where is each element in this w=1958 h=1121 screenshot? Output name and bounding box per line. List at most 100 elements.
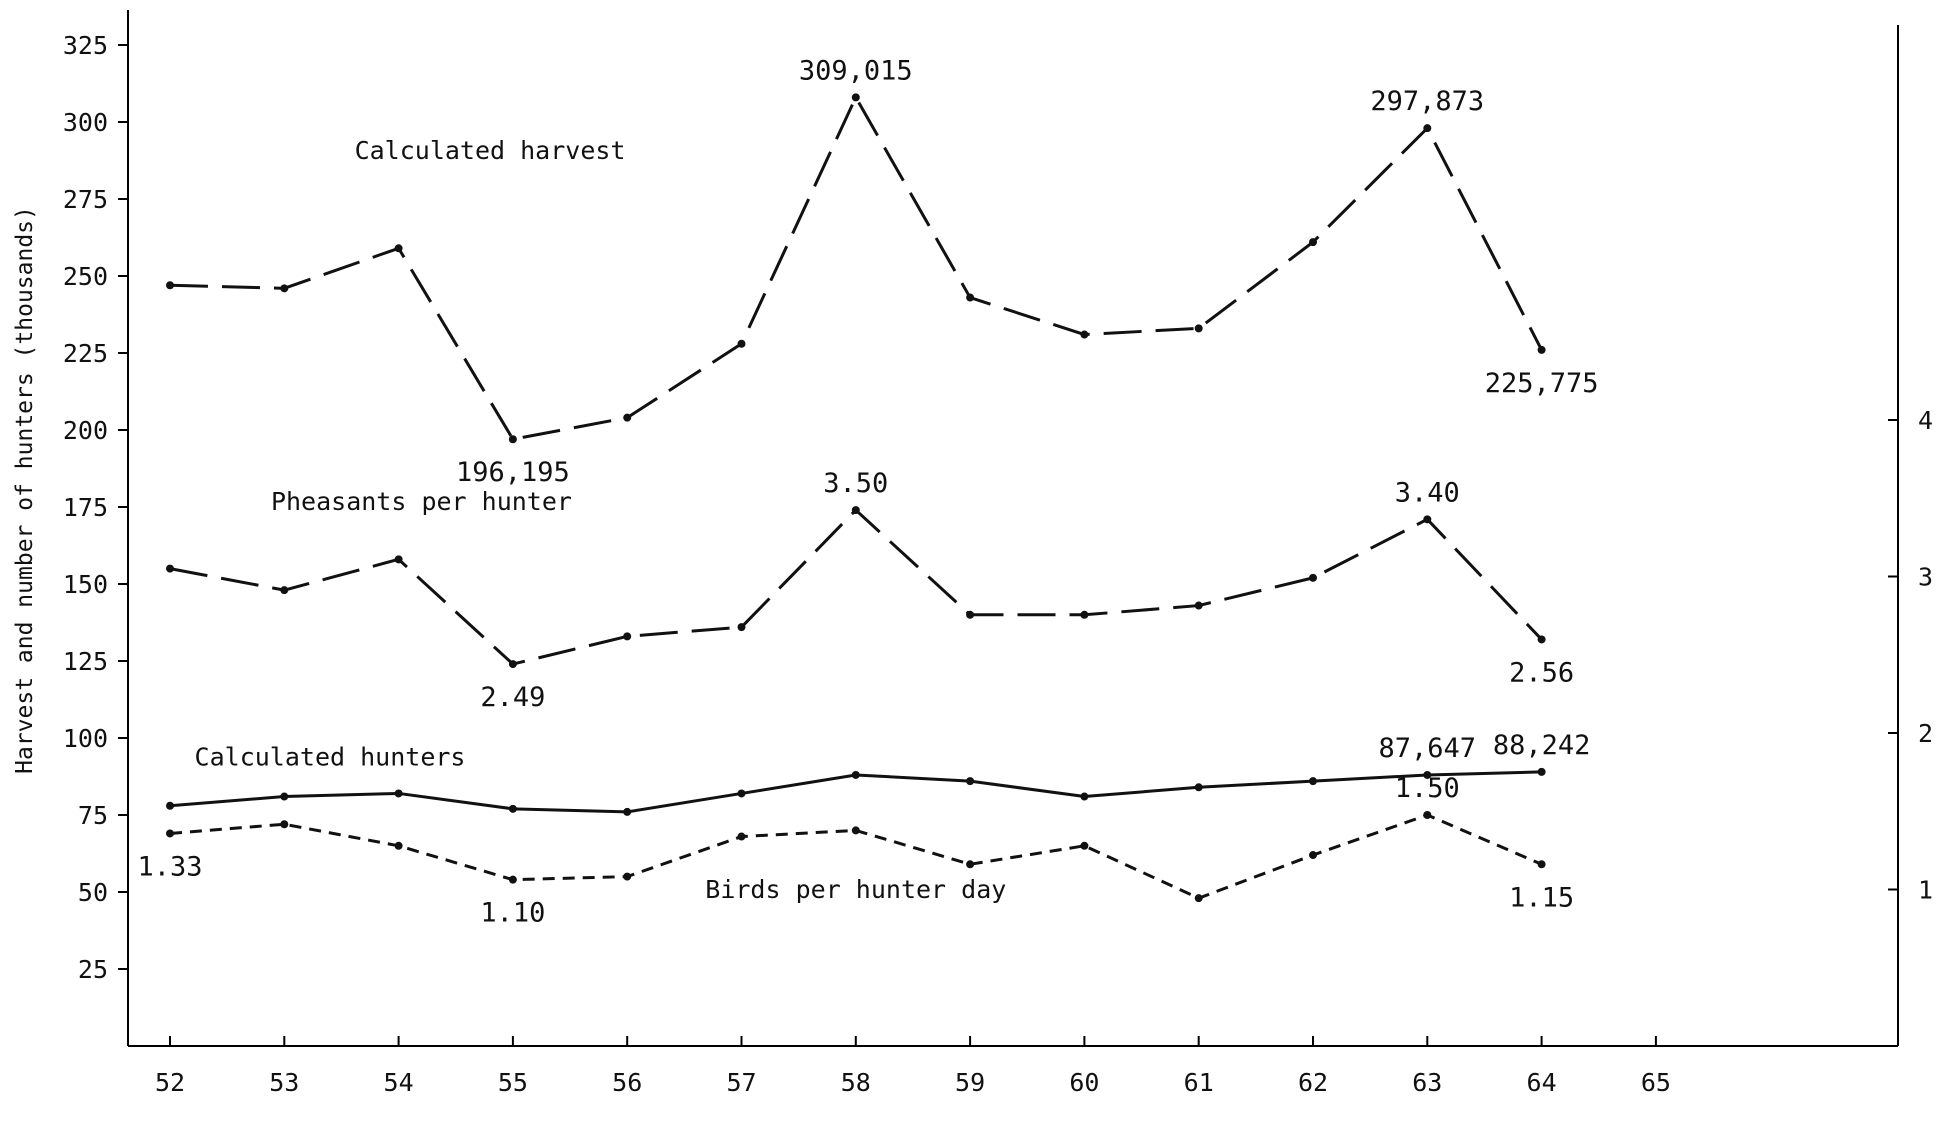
y-axis-title: Harvest and number of hunters (thousands… [12, 206, 38, 774]
data-point [394, 244, 403, 253]
data-point [1194, 783, 1203, 792]
data-point [1537, 860, 1546, 869]
data-point [1537, 767, 1546, 776]
series-name-label: Birds per hunter day [705, 875, 1006, 904]
y-tick-label: 275 [63, 185, 108, 214]
data-point [1194, 601, 1203, 610]
y-right-tick-label: 3 [1918, 563, 1933, 592]
x-tick-label: 54 [384, 1068, 414, 1097]
data-point [1537, 345, 1546, 354]
y-tick-label: 200 [63, 416, 108, 445]
data-point [623, 632, 632, 641]
data-point [737, 832, 746, 841]
y-tick-label: 175 [63, 493, 108, 522]
x-tick-label: 58 [841, 1068, 871, 1097]
y-tick-label: 75 [78, 801, 108, 830]
x-tick-label: 62 [1298, 1068, 1328, 1097]
annotations: Calculated harvest Pheasants per hunter Ca… [137, 55, 1598, 928]
y-tick-label: 100 [63, 724, 108, 753]
data-label: 2.56 [1509, 657, 1574, 688]
data-point [280, 284, 289, 293]
data-point [280, 792, 289, 801]
data-point [508, 804, 517, 813]
data-point [1194, 324, 1203, 333]
data-point [1309, 777, 1317, 786]
data-point [166, 829, 174, 838]
y-tick-label: 300 [63, 108, 108, 137]
y-tick-label: 25 [78, 955, 108, 984]
data-point [623, 807, 632, 816]
data-label: 1.50 [1395, 773, 1460, 804]
y-tick-label: 225 [63, 339, 108, 368]
data-points [166, 93, 1546, 903]
data-point [1423, 811, 1432, 819]
data-point [966, 860, 975, 869]
data-point [966, 777, 975, 786]
x-tick-label: 61 [1184, 1068, 1214, 1097]
data-point [508, 660, 517, 669]
x-tick-label: 60 [1069, 1068, 1099, 1097]
y-tick-label: 325 [63, 31, 108, 60]
data-point [166, 281, 174, 290]
data-point [1423, 124, 1432, 133]
x-tick-label: 57 [726, 1068, 756, 1097]
data-point [1080, 792, 1089, 801]
data-point [166, 801, 174, 810]
data-point [1423, 770, 1432, 779]
data-point [280, 820, 289, 829]
data-point [394, 841, 403, 850]
data-label: 309,015 [799, 55, 913, 86]
data-point [1194, 894, 1203, 903]
x-tick-label: 52 [155, 1068, 185, 1097]
data-point [280, 586, 289, 595]
data-label: 88,242 [1493, 730, 1591, 761]
y-tick-label: 50 [78, 878, 108, 907]
data-point [508, 875, 517, 884]
data-point [1080, 841, 1089, 850]
data-point [851, 770, 860, 779]
data-point [623, 872, 632, 881]
data-point [966, 293, 975, 302]
data-point [1423, 515, 1432, 524]
data-point [966, 610, 975, 619]
data-point [394, 555, 403, 564]
data-point [166, 564, 174, 573]
data-point [737, 789, 746, 798]
data-label: 1.10 [480, 898, 545, 929]
data-label: 1.33 [137, 851, 202, 882]
x-tick-label: 59 [955, 1068, 985, 1097]
y-tick-label: 250 [63, 262, 108, 291]
data-label: 1.15 [1509, 882, 1574, 913]
x-tick-label: 55 [498, 1068, 528, 1097]
data-point [1537, 635, 1546, 644]
data-point [851, 826, 860, 835]
x-tick-label: 64 [1527, 1068, 1557, 1097]
x-tick-label: 56 [612, 1068, 642, 1097]
data-point [851, 93, 860, 102]
data-point [1309, 851, 1317, 860]
data-label: 297,873 [1370, 86, 1484, 117]
series-name-label: Calculated hunters [195, 743, 466, 772]
data-point [1309, 573, 1317, 582]
data-point [508, 435, 517, 444]
data-point [737, 339, 746, 348]
y-right-tick-label: 4 [1918, 406, 1933, 435]
data-point [1080, 330, 1089, 339]
data-point [1080, 610, 1089, 619]
data-label: 87,647 [1379, 733, 1477, 764]
axes: 25 50 75 100 125 150 175 200 225 250 275 300 325 1 2 3 4… [63, 10, 1933, 1097]
y-right-tick-label: 1 [1918, 876, 1933, 905]
data-point [1309, 238, 1317, 247]
series-name-label: Calculated harvest [355, 136, 626, 165]
data-point [394, 789, 403, 798]
y-right-tick-label: 2 [1918, 719, 1933, 748]
x-tick-label: 63 [1412, 1068, 1442, 1097]
data-label: 2.49 [480, 682, 545, 713]
data-label: 225,775 [1485, 368, 1599, 399]
y-tick-label: 125 [63, 647, 108, 676]
x-tick-label: 53 [269, 1068, 299, 1097]
data-point [737, 623, 746, 632]
data-point [623, 413, 632, 422]
